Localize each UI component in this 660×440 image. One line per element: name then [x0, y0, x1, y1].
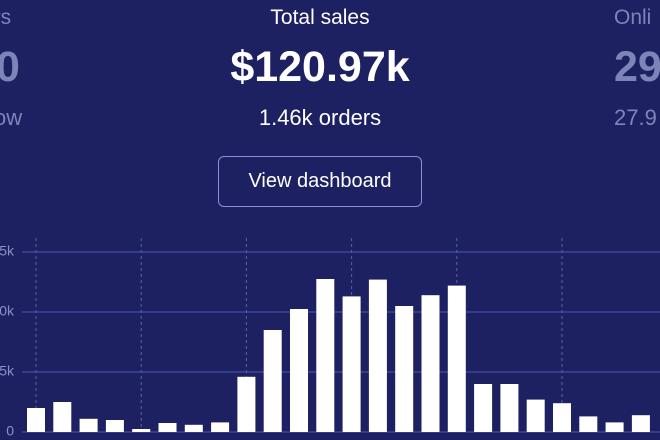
card-sub: 27.9 — [614, 105, 657, 130]
card-value: $120.97k — [230, 43, 410, 91]
bar — [316, 279, 335, 432]
bar — [105, 420, 124, 432]
bar — [605, 422, 624, 432]
bar — [631, 415, 650, 432]
bar — [132, 429, 151, 432]
card-value: 0 — [0, 43, 20, 91]
card-title: Total sales — [270, 6, 370, 29]
bar — [237, 376, 256, 432]
bar — [526, 399, 545, 432]
bar — [263, 330, 282, 432]
bar — [579, 416, 598, 432]
bar — [211, 422, 230, 432]
bar — [53, 402, 72, 432]
bar — [474, 384, 493, 432]
bar — [27, 408, 45, 432]
bar — [290, 309, 308, 432]
bar — [553, 403, 571, 432]
card-value: 29 — [614, 43, 660, 91]
bar — [158, 423, 177, 432]
card-sub: 1.46k orders — [258, 105, 382, 130]
y-tick-label: 15k — [0, 243, 15, 259]
bar — [395, 306, 414, 432]
y-tick-label: 5k — [0, 363, 15, 379]
view-dashboard-button[interactable]: View dashboard — [218, 156, 422, 207]
bar — [342, 296, 361, 432]
bar — [421, 295, 440, 432]
card-title: Onli — [614, 6, 652, 29]
y-tick-label: 0 — [6, 423, 14, 439]
bar — [500, 384, 519, 432]
bar — [368, 279, 387, 432]
bar — [447, 285, 466, 432]
bar — [184, 424, 203, 432]
card-sub: ow — [0, 105, 23, 130]
y-tick-label: 10k — [0, 303, 15, 319]
bar — [79, 418, 98, 432]
card-title: ors — [0, 6, 12, 29]
